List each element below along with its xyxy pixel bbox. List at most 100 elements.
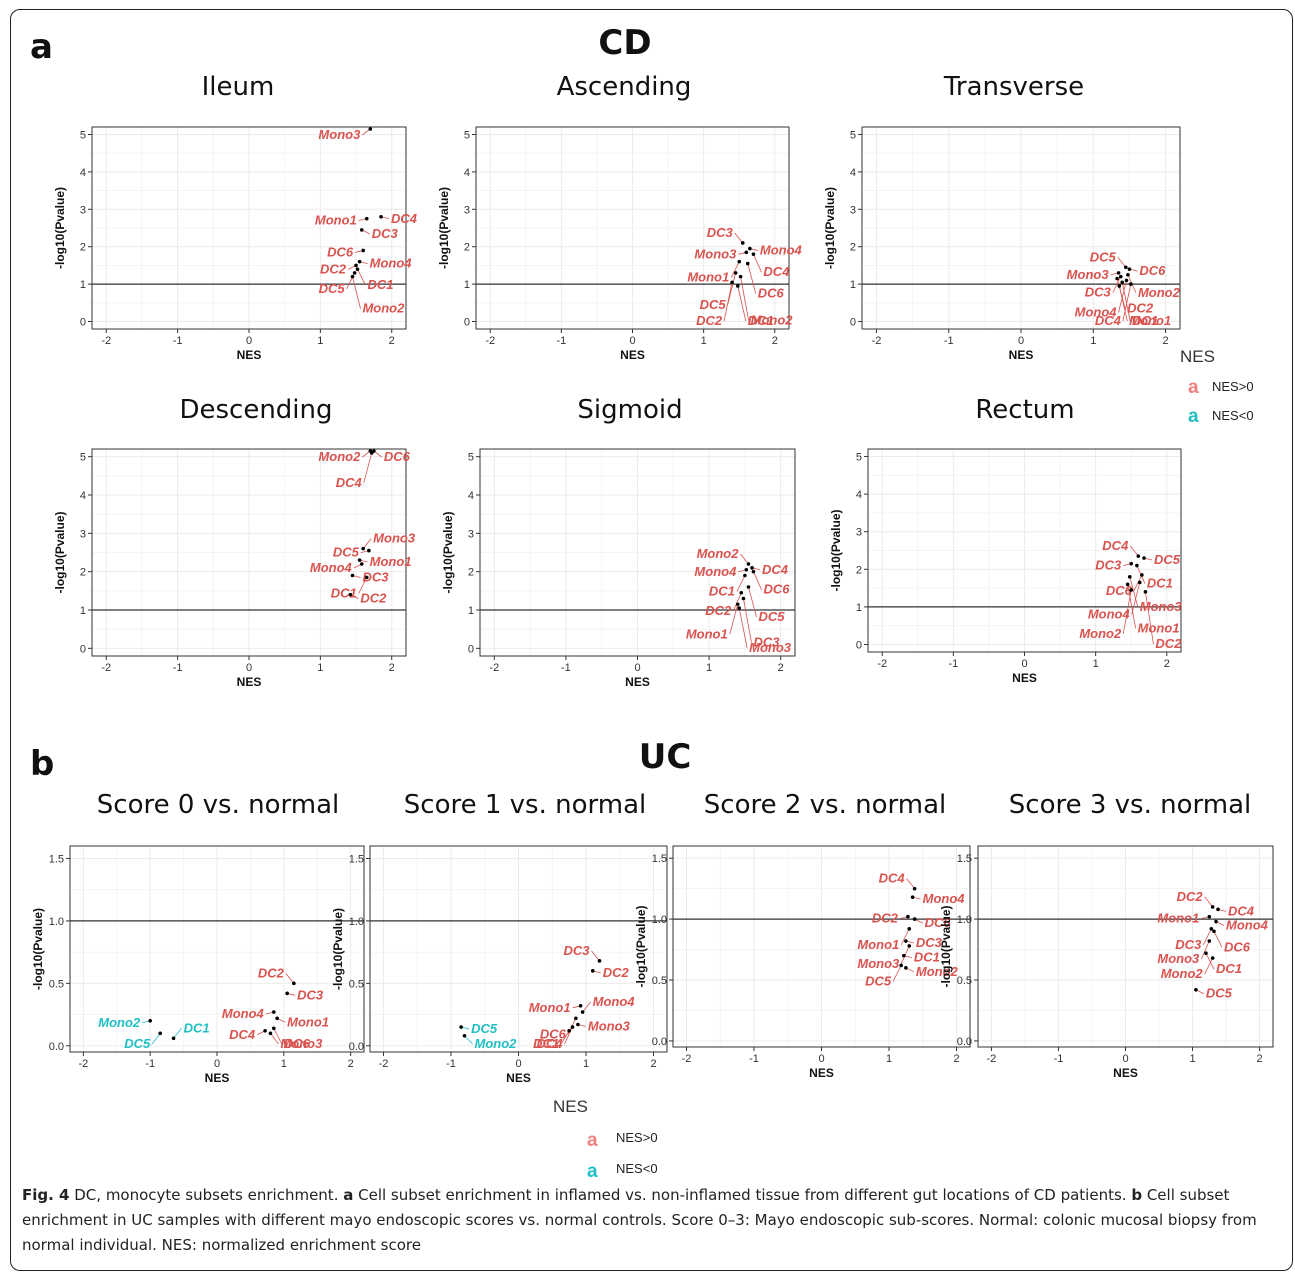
data-point xyxy=(730,280,734,285)
label-leader-line xyxy=(1112,276,1122,293)
point-label: DC3 xyxy=(297,987,324,1002)
x-tick-label: 2 xyxy=(1257,1053,1263,1065)
label-leader-line xyxy=(363,452,373,483)
x-tick-label: 1 xyxy=(317,335,323,347)
y-axis-label: -log10(Pvalue) xyxy=(939,905,953,987)
data-point xyxy=(1126,272,1130,277)
point-label: DC5 xyxy=(1154,552,1181,567)
data-point xyxy=(1194,987,1198,992)
point-label: DC4 xyxy=(229,1027,256,1042)
y-tick-label: 0 xyxy=(80,317,86,329)
data-point xyxy=(567,1028,571,1033)
data-point xyxy=(1204,951,1208,955)
y-tick-label: 4 xyxy=(80,167,86,179)
point-label: Mono1 xyxy=(686,626,728,641)
point-label: DC1 xyxy=(748,313,774,328)
legend-key-pos: a xyxy=(1188,377,1199,398)
point-label: Mono4 xyxy=(923,891,966,906)
label-leader-line xyxy=(151,1033,161,1045)
x-tick-label: -1 xyxy=(749,1053,759,1065)
x-tick-label: -2 xyxy=(101,335,111,347)
data-point xyxy=(1212,929,1216,934)
plot-frame xyxy=(861,126,1181,330)
point-label: Mono3 xyxy=(373,531,416,546)
plot-1: Ileum -2 -1 0 1 2 0 1 2 3 4 5 NES -log10(Pvalue) Mono3… xyxy=(53,72,418,362)
y-tick-label: 3 xyxy=(856,527,862,539)
y-tick-label: 2 xyxy=(464,242,470,254)
y-tick-label: 0.5 xyxy=(49,978,64,990)
data-point xyxy=(746,562,751,566)
data-point xyxy=(1137,580,1142,585)
x-tick-label: -2 xyxy=(489,662,499,674)
x-tick-label: 2 xyxy=(348,1058,354,1070)
x-axis-label: NES xyxy=(506,1071,531,1085)
y-tick-label: 1 xyxy=(468,605,474,617)
data-point xyxy=(1210,956,1215,960)
point-label: DC6 xyxy=(1139,263,1166,278)
x-tick-label: -2 xyxy=(379,1058,389,1070)
label-leader-line xyxy=(564,1026,573,1045)
y-tick-label: 0.0 xyxy=(957,1036,972,1048)
point-label: Mono4 xyxy=(370,256,413,271)
point-label: DC4 xyxy=(336,475,363,490)
plot-2: Ascending -2 -1 0 1 2 0 1 2 3 4 5 NES -log10(Pvalue) D… xyxy=(437,72,803,362)
legend-label-pos: NES>0 xyxy=(616,1130,658,1145)
data-point xyxy=(906,914,910,919)
data-point xyxy=(1129,561,1134,566)
x-tick-label: 1 xyxy=(281,1058,287,1070)
point-label: DC4 xyxy=(763,264,790,279)
point-label: Mono4 xyxy=(310,560,353,575)
point-label: DC5 xyxy=(471,1021,498,1036)
label-leader-line xyxy=(1122,589,1132,635)
label-leader-line xyxy=(753,571,762,590)
point-label: DC6 xyxy=(758,286,785,301)
point-label: DC4 xyxy=(762,562,789,577)
data-point xyxy=(751,569,756,574)
x-tick-label: -1 xyxy=(1054,1053,1064,1065)
point-label: DC2 xyxy=(696,313,723,328)
y-tick-label: 2 xyxy=(80,242,86,254)
x-tick-label: 2 xyxy=(389,335,395,347)
y-tick-label: 0 xyxy=(80,643,86,655)
data-point xyxy=(590,969,595,973)
data-point xyxy=(1214,919,1218,924)
y-tick-label: 1 xyxy=(850,279,856,291)
legend-key-neg: a xyxy=(1188,406,1199,427)
label-leader-line xyxy=(1118,285,1128,322)
data-point xyxy=(352,271,357,275)
x-tick-label: -1 xyxy=(173,662,183,674)
plots-layer: Ileum -2 -1 0 1 2 0 1 2 3 4 5 NES -log10(Pvalue) Mono3… xyxy=(31,72,1274,1085)
y-axis-label: -log10(Pvalue) xyxy=(53,511,67,593)
x-tick-label: -2 xyxy=(682,1053,692,1065)
y-tick-label: 0.0 xyxy=(349,1041,364,1053)
data-point xyxy=(462,1033,467,1038)
data-point xyxy=(912,917,917,921)
data-point xyxy=(367,548,371,553)
label-leader-line xyxy=(560,1030,570,1045)
point-label: DC2 xyxy=(320,261,347,276)
data-point xyxy=(1124,278,1129,283)
y-tick-label: 5 xyxy=(850,129,856,141)
y-axis-label: -log10(Pvalue) xyxy=(441,511,455,593)
y-tick-label: 5 xyxy=(468,452,474,464)
point-label: DC4 xyxy=(391,211,418,226)
point-label: DC3 xyxy=(1095,558,1122,573)
y-tick-label: 5 xyxy=(464,129,470,141)
point-label: DC4 xyxy=(1095,313,1122,328)
data-point xyxy=(904,939,908,943)
point-label: DC3 xyxy=(563,943,590,958)
point-label: DC3 xyxy=(362,570,389,585)
point-label: DC5 xyxy=(333,545,360,560)
caption-a-text: Cell subset enrichment in inflamed vs. n… xyxy=(353,1186,1132,1204)
point-label: DC4 xyxy=(536,1036,563,1051)
x-tick-label: 2 xyxy=(772,335,778,347)
x-tick-label: 0 xyxy=(1018,335,1024,347)
x-tick-label: -2 xyxy=(877,658,887,670)
plot-8: Score 1 vs. normal -2 -1 0 1 2 0.0 0.5 1.0 1.5 NES… xyxy=(331,790,668,1085)
x-tick-label: 1 xyxy=(701,335,707,347)
point-label: DC1 xyxy=(709,584,735,599)
point-label: DC3 xyxy=(372,226,399,241)
data-point xyxy=(368,127,373,131)
label-leader-line xyxy=(753,254,762,273)
legend-title: NES xyxy=(553,1097,588,1116)
